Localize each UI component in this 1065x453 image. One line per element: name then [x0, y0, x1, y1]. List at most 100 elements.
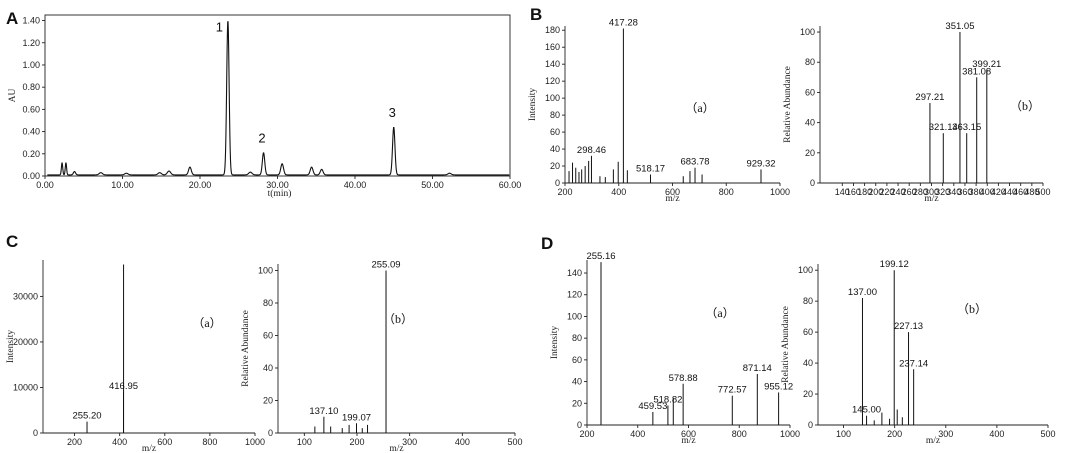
- y-tick-label: 180: [545, 25, 560, 35]
- peak-mz-label: 297.21: [915, 92, 944, 103]
- subpanel-label: （b）: [1010, 99, 1040, 113]
- y-tick-label: 0.80: [22, 82, 40, 92]
- y-axis-label: Relative Abundance: [241, 310, 251, 387]
- y-tick-label: 0: [555, 178, 560, 188]
- y-tick-label: 60: [263, 331, 273, 341]
- ms-spectrum-c-a: 0 10000 20000 30000 200 400 600 800 1000 Intensit…: [6, 260, 265, 453]
- peak-mz-label: 518.17: [636, 164, 665, 175]
- peak-number-label: 3: [389, 105, 396, 120]
- peak-mz-label: 255.20: [72, 411, 101, 422]
- y-tick-label: 120: [567, 290, 582, 300]
- y-tick-label: 0.60: [22, 104, 40, 114]
- y-tick-label: 40: [550, 144, 560, 154]
- y-tick-label: 100: [800, 27, 815, 37]
- peak-number-label: 2: [258, 131, 265, 146]
- x-tick-label: 800: [719, 187, 734, 197]
- ms-spectrum-d-a: 0 20 40 60 80 100 120 140 200 400 600 800 1000 Intens…: [550, 251, 800, 446]
- y-tick-label: 140: [567, 268, 582, 278]
- panel-letter-b: B: [530, 5, 542, 24]
- y-tick-label: 80: [263, 298, 273, 308]
- y-tick-label: 60: [803, 327, 813, 337]
- peak-mz-label: 955.12: [764, 381, 793, 392]
- x-tick-label: 380: [969, 187, 984, 197]
- x-tick-label: 500: [1040, 429, 1055, 439]
- peak-mz-label: 772.57: [718, 385, 747, 396]
- y-tick-label: 20: [263, 396, 273, 406]
- y-tick-label: 0: [810, 178, 815, 188]
- peak-mz-label: 578.88: [669, 373, 698, 384]
- x-tick-label: 320: [935, 187, 950, 197]
- x-tick-label: 480: [1024, 187, 1039, 197]
- x-tick-label: 40.00: [344, 180, 367, 190]
- x-tick-label: 600: [665, 187, 680, 197]
- x-tick-label: 0.00: [36, 180, 54, 190]
- x-tick-label: 100: [297, 437, 312, 447]
- x-tick-label: 400: [630, 429, 645, 439]
- x-axis-label: t(min): [268, 188, 292, 199]
- x-tick-label: 400: [980, 187, 995, 197]
- x-tick-label: 180: [857, 187, 872, 197]
- y-axis-label: AU: [8, 89, 18, 103]
- x-axis-label: m/z: [926, 436, 940, 446]
- x-tick-label: 400: [112, 437, 127, 447]
- peak-mz-label: 417.28: [609, 18, 638, 29]
- panel-letter-c: C: [6, 232, 18, 251]
- x-axis-label: m/z: [665, 194, 679, 204]
- y-tick-label: 120: [545, 76, 560, 86]
- y-tick-label: 80: [803, 296, 813, 306]
- y-tick-label: 0: [33, 428, 38, 438]
- y-tick-label: 80: [550, 110, 560, 120]
- panel-letter-a: A: [6, 9, 18, 28]
- peak-mz-label: 237.14: [899, 358, 928, 369]
- x-tick-label: 30.00: [266, 180, 289, 190]
- y-tick-label: 20: [803, 389, 813, 399]
- x-tick-label: 100: [836, 429, 851, 439]
- ms-spectrum-b-b: 0204060801001401601802002202402602803003…: [783, 21, 1051, 204]
- ms-spectrum-c-b: 0 20 40 60 80 100 100 200 300 400 500 Relative Abun…: [241, 260, 523, 453]
- peak-mz-label: 199.07: [342, 412, 371, 423]
- x-tick-label: 200: [349, 437, 364, 447]
- x-tick-label: 1000: [770, 187, 790, 197]
- peak-mz-label: 227.13: [894, 321, 923, 332]
- x-tick-label: 200: [887, 429, 902, 439]
- x-tick-label: 600: [157, 437, 172, 447]
- y-tick-label: 20: [572, 398, 582, 408]
- x-tick-label: 260: [902, 187, 917, 197]
- y-tick-label: 1.40: [22, 16, 40, 26]
- x-tick-label: 200: [579, 429, 594, 439]
- y-tick-label: 40: [805, 118, 815, 128]
- y-tick-label: 30000: [13, 291, 38, 301]
- x-tick-label: 140: [835, 187, 850, 197]
- y-tick-label: 40: [572, 377, 582, 387]
- y-axis-label: Intensity: [6, 330, 16, 363]
- peak-mz-label: 518.82: [653, 394, 682, 405]
- x-tick-label: 10.00: [111, 180, 134, 190]
- y-tick-label: 0.40: [22, 127, 40, 137]
- peak-mz-label: 399.21: [972, 59, 1001, 70]
- x-tick-label: 160: [846, 187, 861, 197]
- x-tick-label: 500: [1035, 187, 1050, 197]
- y-axis-label: Relative Abundance: [783, 66, 793, 143]
- ms-spectrum-b-a: 0 20 40 60 80 100 120 140 160 180 200 400 600 800 1000…: [528, 18, 790, 204]
- x-axis-label: m/z: [924, 194, 938, 204]
- x-tick-label: 800: [202, 437, 217, 447]
- x-tick-label: 280: [913, 187, 928, 197]
- x-tick-label: 400: [989, 429, 1004, 439]
- peak-mz-label: 255.09: [371, 260, 400, 271]
- x-axis-label: m/z: [681, 436, 695, 446]
- chromatogram-plot: 0.00 0.20 0.40 0.60 0.80 1.00 1.20 1.40 0.00 10.0…: [8, 14, 521, 199]
- x-tick-label: 600: [681, 429, 696, 439]
- y-tick-label: 100: [567, 311, 582, 321]
- peak-mz-label: 683.78: [680, 157, 709, 168]
- y-axis-label: Relative Abundance: [781, 306, 791, 383]
- y-tick-label: 20000: [13, 337, 38, 347]
- y-tick-label: 100: [545, 93, 560, 103]
- x-tick-label: 800: [732, 429, 747, 439]
- x-tick-label: 400: [455, 437, 470, 447]
- x-tick-label: 360: [957, 187, 972, 197]
- x-tick-label: 20.00: [189, 180, 212, 190]
- ms-spectrum-d-b: 0 20 40 60 80 100 100 200 300 400 500 Relative Abun…: [781, 259, 1056, 446]
- y-tick-label: 140: [545, 59, 560, 69]
- x-tick-label: 200: [868, 187, 883, 197]
